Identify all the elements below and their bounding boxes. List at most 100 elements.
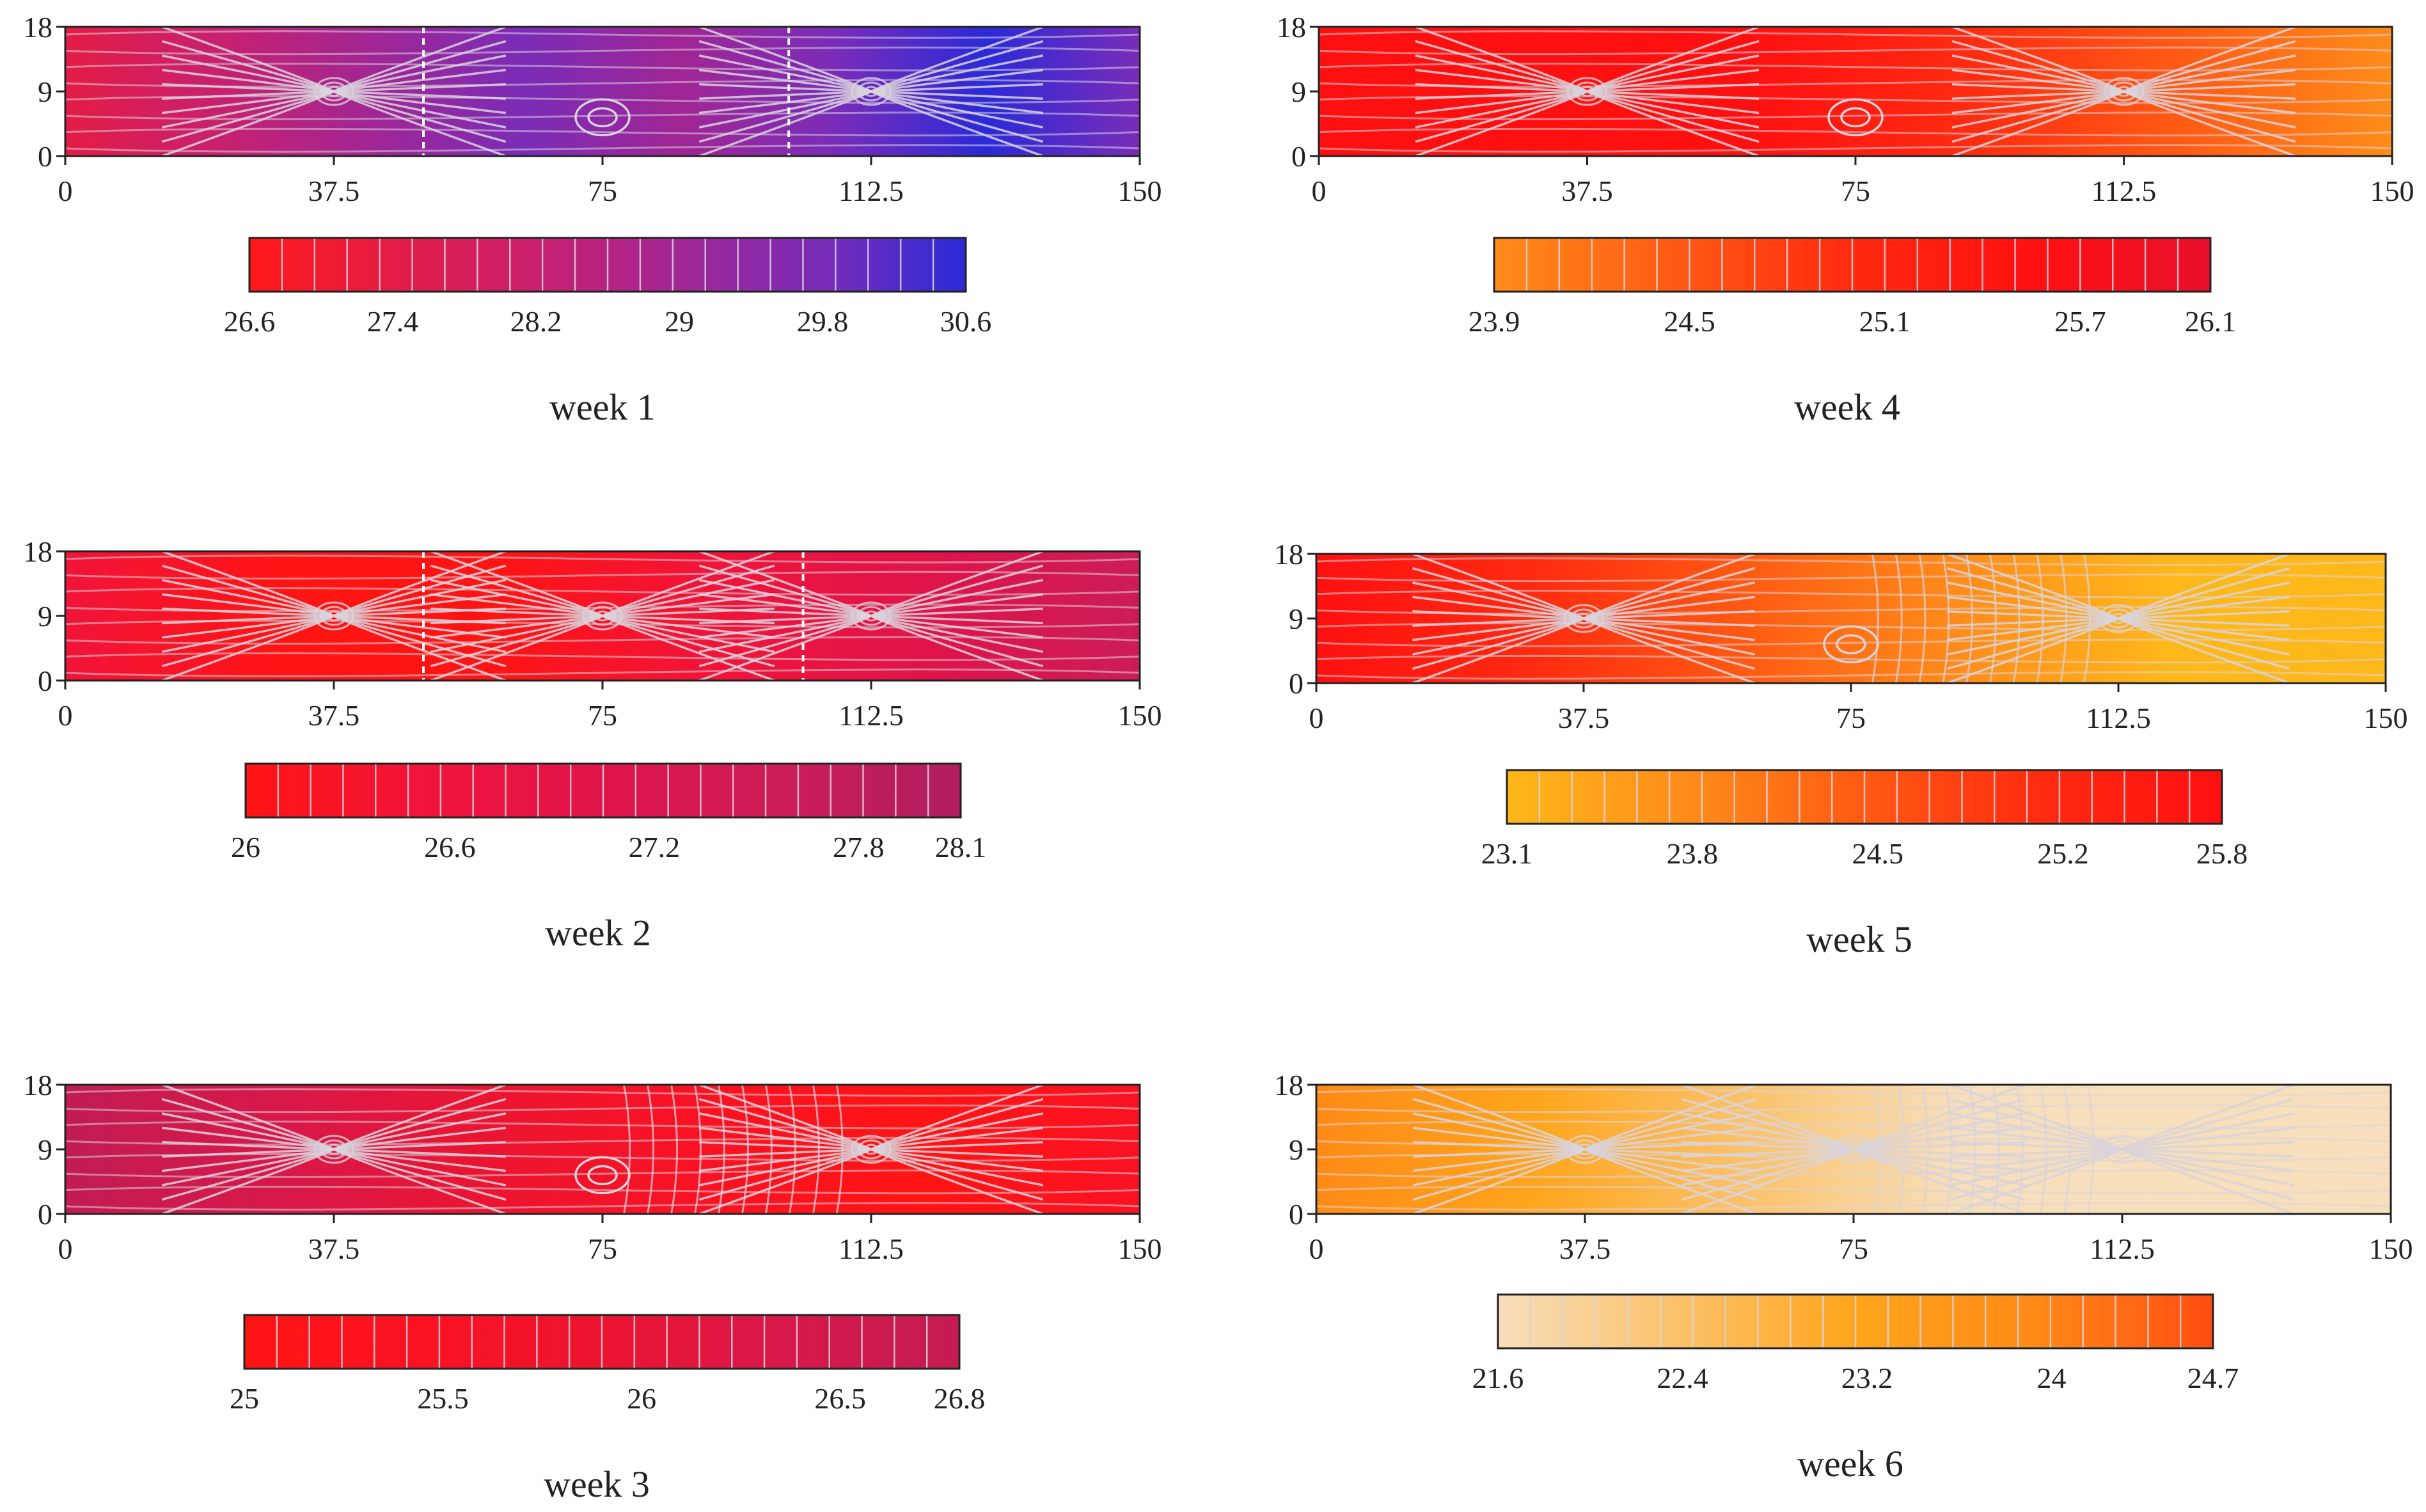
colorbar-frame bbox=[1506, 769, 2223, 825]
colorbar-tick-label: 23.2 bbox=[1841, 1362, 1893, 1394]
x-tick-label: 150 bbox=[1118, 175, 1162, 207]
contour-line bbox=[1316, 1169, 2391, 1178]
colorbar-tick-label: 29.8 bbox=[797, 305, 849, 338]
contour-line bbox=[1946, 617, 2290, 684]
contour-ring bbox=[595, 610, 610, 622]
contour-ring bbox=[2111, 613, 2126, 624]
panel-title: week 3 bbox=[544, 1463, 650, 1505]
contour-ring bbox=[313, 1135, 354, 1164]
x-tick-label: 37.5 bbox=[308, 1232, 360, 1265]
colorbar-tick-label: 25.7 bbox=[2054, 305, 2106, 338]
contour-ring bbox=[2098, 604, 2139, 633]
contour-line bbox=[1942, 553, 1950, 684]
panel-week-2: 18 9 0 0 37.5 75 112.5 150 26 26.6 27.2 … bbox=[23, 535, 1162, 954]
contour-line bbox=[1318, 79, 2393, 88]
contour-line bbox=[1918, 553, 1926, 684]
contour-ring bbox=[1833, 1135, 1874, 1164]
y-tick-label-bottom: 0 bbox=[1289, 667, 1304, 700]
contour-line bbox=[1318, 30, 2393, 39]
x-tick-label: 37.5 bbox=[308, 699, 360, 732]
contour-line bbox=[1965, 553, 1974, 684]
y-tick-label-mid: 9 bbox=[38, 600, 52, 633]
colorbar-tick-label: 24 bbox=[2037, 1362, 2067, 1394]
colorbar-tick-label: 27.2 bbox=[629, 831, 681, 863]
contour-line bbox=[698, 90, 1044, 157]
colorbar-tick-label: 25.5 bbox=[417, 1382, 469, 1415]
contour-line bbox=[1316, 1202, 2391, 1211]
contour-ring bbox=[574, 98, 631, 137]
colorbar bbox=[243, 1314, 961, 1370]
colorbar bbox=[248, 237, 967, 293]
y-tick-label-top: 18 bbox=[1277, 11, 1306, 43]
x-tick-label: 150 bbox=[1118, 1232, 1162, 1265]
x-tick-label: 150 bbox=[1118, 699, 1162, 732]
contour-ring bbox=[582, 601, 623, 631]
contour-ring bbox=[1570, 608, 1598, 629]
contour-line bbox=[717, 1084, 725, 1215]
colorbar-tick-label: 23.8 bbox=[1667, 837, 1719, 870]
x-tick-label: 150 bbox=[2370, 175, 2414, 207]
contour-line bbox=[1949, 1148, 2295, 1215]
contour-line bbox=[65, 587, 1140, 596]
contour-ring bbox=[863, 1144, 879, 1155]
contour-line bbox=[2083, 553, 2091, 684]
contour-ring bbox=[1573, 81, 1601, 102]
contour-line bbox=[1318, 63, 2393, 72]
contour-ring bbox=[857, 1139, 885, 1160]
contour-line bbox=[1316, 557, 2386, 566]
contour-line bbox=[1898, 1084, 1906, 1215]
colorbar-tick-label: 22.4 bbox=[1657, 1362, 1708, 1394]
panel-title: week 1 bbox=[549, 386, 656, 428]
x-tick-label: 112.5 bbox=[839, 1232, 904, 1265]
contour-line bbox=[698, 1148, 1044, 1215]
x-tick-label: 112.5 bbox=[2091, 175, 2157, 207]
contour-ring bbox=[587, 1165, 618, 1186]
contour-ring bbox=[2104, 608, 2132, 629]
contour-ring bbox=[863, 86, 879, 97]
contour-line bbox=[65, 79, 1140, 88]
contour-line bbox=[65, 30, 1140, 39]
contour-ring bbox=[2115, 1144, 2130, 1155]
contour-line bbox=[1316, 590, 2386, 599]
heatmap-field bbox=[65, 1085, 1140, 1214]
contour-line bbox=[1989, 553, 1997, 684]
contour-line bbox=[1316, 1121, 2391, 1130]
contour-line bbox=[2036, 553, 2044, 684]
contour-ring bbox=[851, 601, 892, 631]
contour-line bbox=[65, 652, 1140, 661]
contour-line bbox=[1681, 1148, 2026, 1215]
contour-line bbox=[161, 615, 507, 682]
colorbar-tick-label: 26.6 bbox=[224, 305, 276, 338]
contour-line bbox=[1894, 553, 1903, 684]
plot-frame bbox=[1315, 1083, 2392, 1215]
contour-line bbox=[65, 1137, 1140, 1146]
x-tick-label: 0 bbox=[1312, 175, 1327, 207]
contour-line bbox=[65, 1104, 1140, 1114]
y-tick-label-bottom: 0 bbox=[38, 140, 52, 173]
contour-line bbox=[65, 46, 1140, 56]
plot-frame bbox=[64, 550, 1141, 682]
contour-ring bbox=[851, 1135, 892, 1164]
contour-line bbox=[698, 615, 1044, 682]
colorbar-bands bbox=[277, 764, 929, 817]
contour-ring bbox=[2108, 1139, 2136, 1160]
contour-line bbox=[1316, 606, 2386, 615]
contour-ring bbox=[1571, 1139, 1599, 1160]
panel-title: week 2 bbox=[545, 912, 651, 954]
contour-line bbox=[647, 1084, 655, 1215]
y-tick-label-top: 18 bbox=[23, 535, 52, 568]
colorbar-tick-label: 26.1 bbox=[2185, 305, 2237, 338]
contour-line bbox=[65, 636, 1140, 645]
x-tick-label: 75 bbox=[588, 175, 617, 207]
colorbar-tick-label: 26.6 bbox=[424, 831, 476, 863]
colorbar-tick-label: 24.5 bbox=[1852, 837, 1903, 870]
colorbar bbox=[244, 762, 962, 819]
x-tick-label: 0 bbox=[1309, 1232, 1324, 1265]
panel-week-6: 18 9 0 0 37.5 75 112.5 150 21.6 22.4 23.… bbox=[1274, 1069, 2413, 1484]
panel-week-3: 18 9 0 0 37.5 75 112.5 150 25 25.5 26 26… bbox=[23, 1069, 1162, 1505]
contour-line bbox=[161, 1148, 507, 1215]
axis-ticks bbox=[56, 26, 1141, 165]
colorbar-tick-label: 25 bbox=[230, 1382, 259, 1415]
contour-line bbox=[1316, 671, 2386, 680]
contour-ring bbox=[320, 606, 348, 626]
